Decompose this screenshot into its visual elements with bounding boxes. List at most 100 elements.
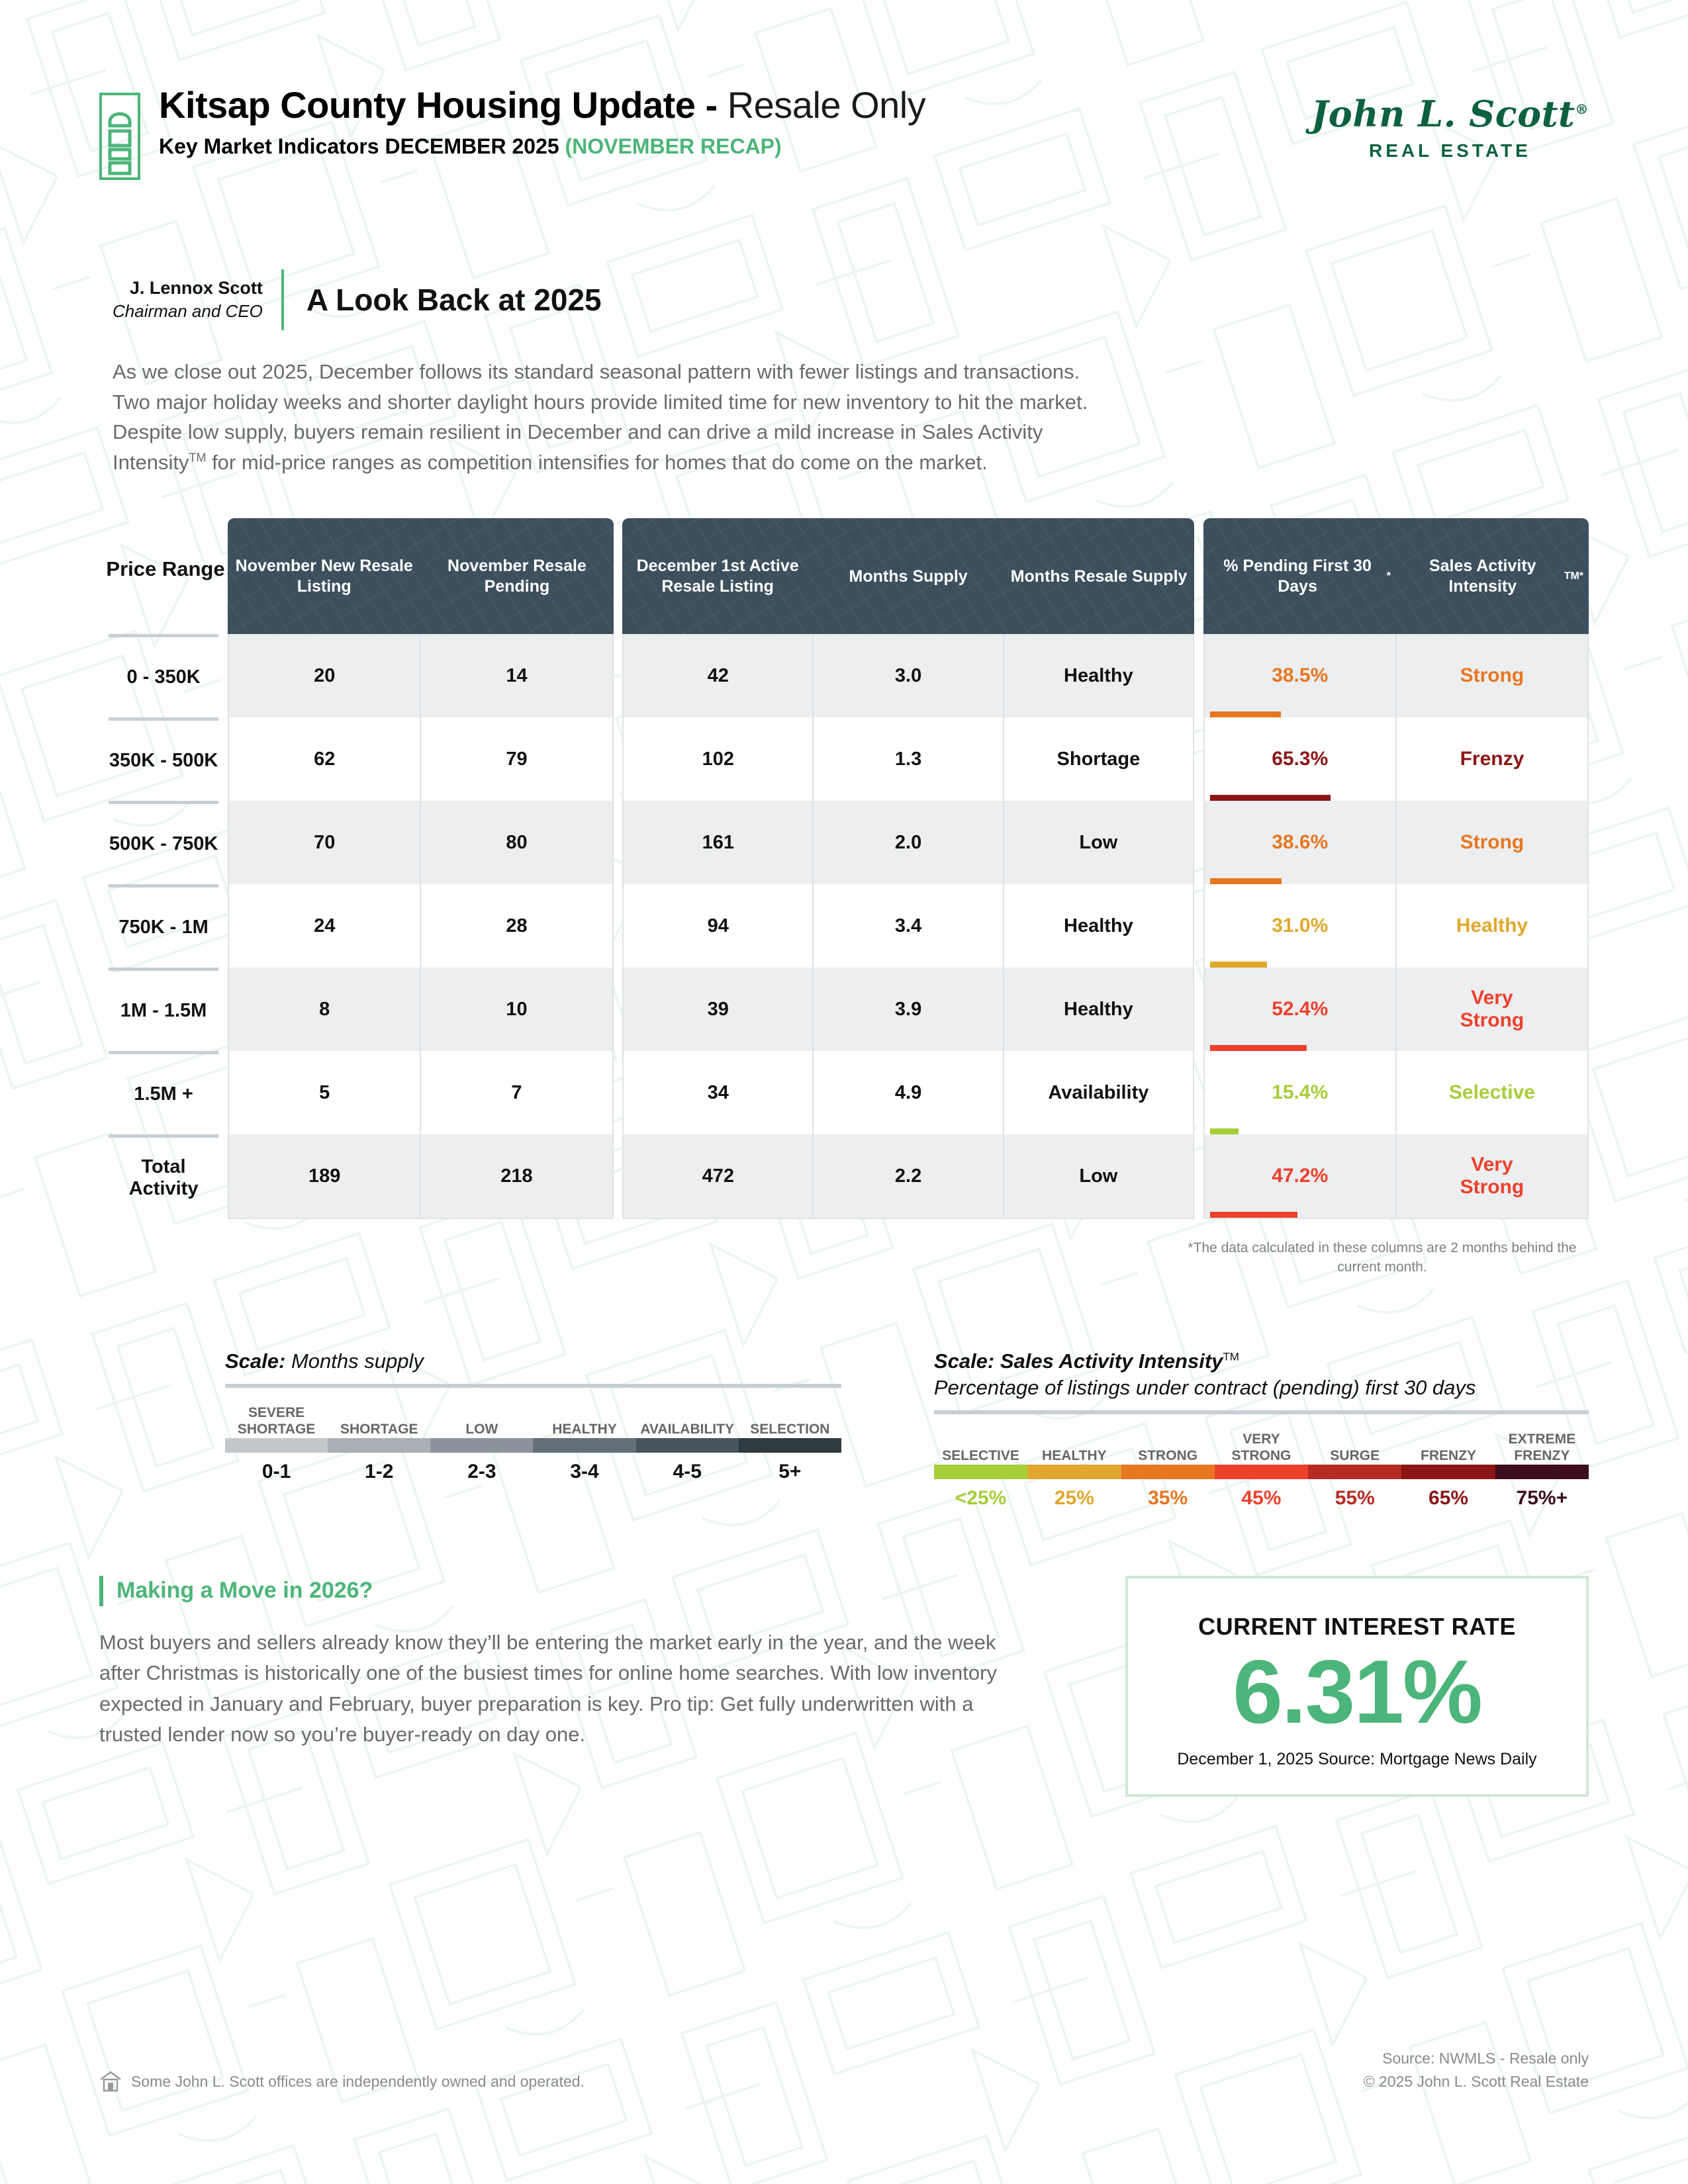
cell-active-resale-listing: 472 (624, 1134, 814, 1218)
table-row: 161 2.0 Low (624, 801, 1194, 885)
scales-section: Scale: Months supply SEVERE SHORTAGE 0-1 S… (99, 1349, 1589, 1510)
cell-months-supply: 1.3 (814, 717, 1004, 801)
cell-months-resale-supply: Healthy (1064, 915, 1133, 936)
cell-new-resale-listing: 5 (229, 1051, 422, 1135)
col-header-sai-tm: TM (1564, 570, 1579, 582)
table-row: 8 10 (229, 968, 612, 1052)
scale-item-label: HEALTHY (552, 1422, 617, 1437)
scale-sales-activity-intensity: Scale: Sales Activity IntensityTM Percen… (933, 1349, 1589, 1510)
cell-sales-activity-intensity: Strong (1460, 664, 1524, 687)
cell-new-resale-listing: 8 (229, 968, 422, 1052)
scale-months-title: Scale: Months supply (225, 1349, 841, 1373)
cell-new-resale-listing: 70 (229, 801, 422, 885)
pct-pending-bar (1209, 1212, 1297, 1218)
cell-sales-activity-intensity: Very Strong (1460, 1154, 1524, 1199)
scale-item-swatch (430, 1437, 534, 1453)
cell-sales-activity-intensity: Frenzy (1460, 748, 1524, 770)
table-row: 65.3% Frenzy (1204, 717, 1588, 801)
scale-sai-subtitle: Percentage of listings under contract (p… (933, 1375, 1476, 1399)
cell-pct-pending: 52.4% (1205, 968, 1397, 1052)
cell-sales-activity-intensity: Strong (1460, 831, 1524, 854)
cell-pct-pending: 47.2% (1205, 1134, 1397, 1218)
price-range-header: Price Range (106, 557, 225, 581)
scale-item-value: 1-2 (365, 1460, 394, 1482)
scale-item-value: 3-4 (570, 1460, 599, 1482)
scale-months-divider (225, 1383, 841, 1388)
cell-months-supply: 3.4 (814, 884, 1004, 968)
price-range-cell: 0 - 350K (109, 634, 219, 717)
cell-new-resale-listing: 62 (229, 717, 422, 801)
making-a-move-heading-row: Making a Move in 2026? (99, 1575, 1072, 1606)
scale-sai-grid: SELECTIVE <25% HEALTHY 25% STRONG 35% VERY STR… (933, 1426, 1589, 1510)
footer-left: Some John L. Scott offices are independe… (99, 2070, 585, 2093)
cell-resale-pending: 7 (511, 1081, 522, 1103)
cell-sales-activity-intensity: Selective (1448, 1081, 1535, 1104)
table-row: 39 3.9 Healthy (624, 968, 1194, 1052)
scale-item-swatch (328, 1437, 431, 1453)
cell-pct-pending: 65.3% (1205, 717, 1397, 801)
scale-item: STRONG 35% (1121, 1426, 1215, 1510)
intro-body-part2: for mid-price ranges as competition inte… (206, 450, 988, 474)
table-row: 62 79 (229, 717, 612, 801)
cell-pct-pending: 15.4% (1205, 1051, 1397, 1135)
scale-item-value: 35% (1148, 1486, 1188, 1509)
col-header-sai-label: Sales Activity Intensity (1429, 557, 1536, 596)
cell-months-resale-supply: Shortage (1056, 748, 1141, 770)
scale-item-swatch (1401, 1464, 1495, 1479)
scale-item-value: <25% (955, 1486, 1007, 1509)
current-interest-rate-card: CURRENT INTEREST RATE 6.31% December 1, … (1125, 1575, 1589, 1797)
cell-resale-pending: 80 (506, 831, 528, 853)
page-title-light: Resale Only (717, 84, 926, 126)
scale-item-value: 55% (1335, 1486, 1375, 1509)
scale-item-swatch (635, 1437, 739, 1453)
table-group-november: November New Resale Listing November Res… (228, 518, 614, 1220)
footer-disclaimer: Some John L. Scott offices are independe… (131, 2072, 585, 2090)
scale-item: SELECTIVE <25% (933, 1426, 1028, 1510)
col-header-pct-pending-star: * (1386, 570, 1391, 582)
scale-item: SELECTION 5+ (738, 1400, 841, 1483)
page-header: Kitsap County Housing Update - Resale On… (99, 0, 1589, 180)
footer-source: Source: NWMLS - Resale only (1382, 2050, 1589, 2067)
price-range-cell: Total Activity (109, 1134, 219, 1218)
cell-new-resale-listing: 189 (229, 1134, 422, 1218)
scale-item-value: 45% (1241, 1486, 1282, 1509)
scale-item-value: 4-5 (673, 1460, 702, 1482)
scale-months-title-rest: Months supply (285, 1349, 424, 1373)
scale-item-swatch (1495, 1464, 1589, 1479)
scale-item-swatch (1121, 1464, 1215, 1479)
table-group-december-header: December 1st Active Resale Listing Month… (622, 518, 1195, 635)
scale-months-title-bold: Scale: (225, 1349, 286, 1373)
scale-sai-divider (933, 1410, 1589, 1414)
cell-months-resale-supply: Low (1079, 1165, 1118, 1187)
scale-item-label: EXTREME FRENZY (1508, 1432, 1576, 1464)
table-row: 15.4% Selective (1204, 1051, 1588, 1135)
cell-active-resale-listing: 161 (624, 801, 814, 885)
table-row: 38.5% Strong (1204, 634, 1588, 718)
scale-item: SHORTAGE 1-2 (328, 1400, 431, 1483)
bottom-section: Making a Move in 2026? Most buyers and s… (99, 1575, 1589, 1797)
table-group-december: December 1st Active Resale Listing Month… (622, 518, 1195, 1220)
scale-item-label: SEVERE SHORTAGE (237, 1405, 316, 1437)
scale-item: SEVERE SHORTAGE 0-1 (225, 1400, 328, 1483)
scale-item-value: 0-1 (261, 1460, 291, 1482)
table-row: 47.2% Very Strong (1204, 1134, 1588, 1218)
cell-pct-pending: 38.5% (1205, 634, 1397, 718)
scale-item-label: FRENZY (1421, 1448, 1477, 1464)
scale-item-label: SURGE (1330, 1448, 1380, 1464)
price-range-cell: 500K - 750K (109, 801, 219, 884)
scale-item-swatch (1214, 1464, 1309, 1479)
logo-subtitle-text: REAL ESTATE (1368, 140, 1531, 161)
table-row: 31.0% Healthy (1204, 884, 1588, 968)
scale-item-label: SELECTIVE (942, 1448, 1019, 1464)
cell-resale-pending: 79 (506, 748, 528, 770)
col-header-resale-pending: November Resale Pending (447, 557, 586, 596)
cell-pct-pending: 31.0% (1205, 884, 1397, 968)
table-row: 94 3.4 Healthy (624, 884, 1194, 968)
scale-item-value: 2-3 (467, 1460, 496, 1482)
cell-months-supply: 4.9 (814, 1051, 1004, 1135)
cell-sales-activity-intensity: Very Strong (1460, 987, 1524, 1032)
page-title: Kitsap County Housing Update - Resale On… (159, 84, 926, 126)
table-footnote: *The data calculated in these columns ar… (1188, 1240, 1577, 1275)
scale-item-label: SELECTION (750, 1422, 830, 1437)
making-a-move-block: Making a Move in 2026? Most buyers and s… (99, 1575, 1072, 1751)
